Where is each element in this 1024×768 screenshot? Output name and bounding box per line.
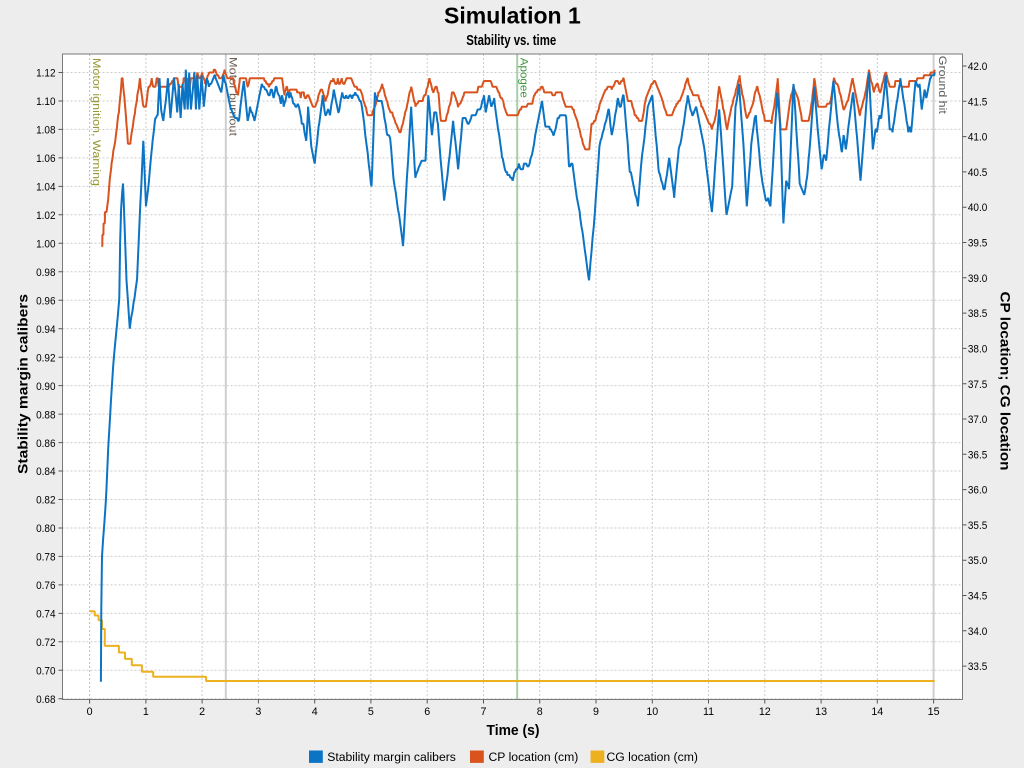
svg-text:10: 10 — [646, 706, 658, 718]
svg-text:Ground hit: Ground hit — [936, 56, 948, 114]
svg-text:Simulation 1: Simulation 1 — [444, 3, 581, 29]
svg-text:0.80: 0.80 — [36, 523, 55, 535]
svg-text:CP location (cm): CP location (cm) — [489, 750, 579, 764]
svg-text:0.68: 0.68 — [36, 694, 55, 706]
svg-text:36.0: 36.0 — [968, 485, 987, 497]
svg-text:39.5: 39.5 — [968, 238, 987, 250]
svg-text:0.98: 0.98 — [36, 267, 55, 279]
svg-text:40.5: 40.5 — [968, 167, 987, 179]
svg-text:0.70: 0.70 — [36, 666, 55, 678]
svg-text:Apogee: Apogee — [518, 58, 530, 98]
svg-text:13: 13 — [815, 706, 827, 718]
svg-text:34.0: 34.0 — [968, 626, 987, 638]
svg-text:Time (s): Time (s) — [487, 723, 540, 739]
svg-text:42.0: 42.0 — [968, 61, 987, 73]
svg-text:34.5: 34.5 — [968, 591, 987, 603]
svg-text:1: 1 — [143, 706, 149, 718]
svg-text:0.94: 0.94 — [36, 324, 55, 336]
svg-text:11: 11 — [703, 706, 714, 718]
svg-text:0.88: 0.88 — [36, 409, 55, 421]
svg-text:6: 6 — [424, 706, 430, 718]
svg-text:5: 5 — [368, 706, 374, 718]
svg-text:0.90: 0.90 — [36, 381, 55, 393]
svg-text:41.5: 41.5 — [968, 96, 987, 108]
svg-text:Stability margin calibers: Stability margin calibers — [327, 750, 456, 764]
svg-text:7: 7 — [481, 706, 487, 718]
svg-text:Motor ignition, Warning: Motor ignition, Warning — [90, 58, 102, 186]
svg-text:8: 8 — [537, 706, 543, 718]
svg-text:1.10: 1.10 — [36, 96, 55, 108]
svg-text:Motor burnout: Motor burnout — [226, 57, 238, 136]
svg-text:0.92: 0.92 — [36, 352, 55, 364]
svg-text:35.5: 35.5 — [968, 520, 987, 532]
svg-text:39.0: 39.0 — [968, 273, 987, 285]
svg-text:0.72: 0.72 — [36, 637, 55, 649]
svg-text:1.02: 1.02 — [36, 210, 55, 222]
svg-text:0.74: 0.74 — [36, 609, 55, 621]
svg-text:0.96: 0.96 — [36, 295, 55, 307]
svg-text:4: 4 — [312, 706, 318, 718]
svg-text:9: 9 — [593, 706, 599, 718]
svg-text:15: 15 — [928, 706, 940, 718]
svg-text:38.5: 38.5 — [968, 308, 987, 320]
svg-text:40.0: 40.0 — [968, 202, 987, 214]
svg-text:Stability margin calibers: Stability margin calibers — [15, 294, 30, 474]
svg-text:3: 3 — [255, 706, 261, 718]
svg-text:33.5: 33.5 — [968, 661, 987, 673]
svg-text:41.0: 41.0 — [968, 132, 987, 144]
svg-text:37.0: 37.0 — [968, 414, 987, 426]
svg-text:0.84: 0.84 — [36, 466, 55, 478]
svg-text:1.08: 1.08 — [36, 125, 55, 137]
svg-text:38.0: 38.0 — [968, 343, 987, 355]
svg-text:1.12: 1.12 — [36, 68, 55, 80]
svg-text:0.86: 0.86 — [36, 438, 55, 450]
svg-text:Stability vs. time: Stability vs. time — [466, 33, 556, 49]
svg-text:12: 12 — [759, 706, 771, 718]
svg-text:36.5: 36.5 — [968, 449, 987, 461]
svg-text:1.00: 1.00 — [36, 239, 55, 251]
svg-text:0: 0 — [87, 706, 93, 718]
svg-text:CG location (cm): CG location (cm) — [607, 750, 698, 764]
svg-text:CP location; CG location: CP location; CG location — [998, 292, 1013, 471]
svg-text:1.04: 1.04 — [36, 182, 55, 194]
svg-text:0.82: 0.82 — [36, 495, 55, 507]
svg-text:2: 2 — [199, 706, 205, 718]
svg-text:0.78: 0.78 — [36, 552, 55, 564]
svg-text:14: 14 — [871, 706, 883, 718]
svg-text:1.06: 1.06 — [36, 153, 55, 165]
svg-text:0.76: 0.76 — [36, 580, 55, 592]
svg-text:37.5: 37.5 — [968, 379, 987, 391]
svg-text:35.0: 35.0 — [968, 555, 987, 567]
